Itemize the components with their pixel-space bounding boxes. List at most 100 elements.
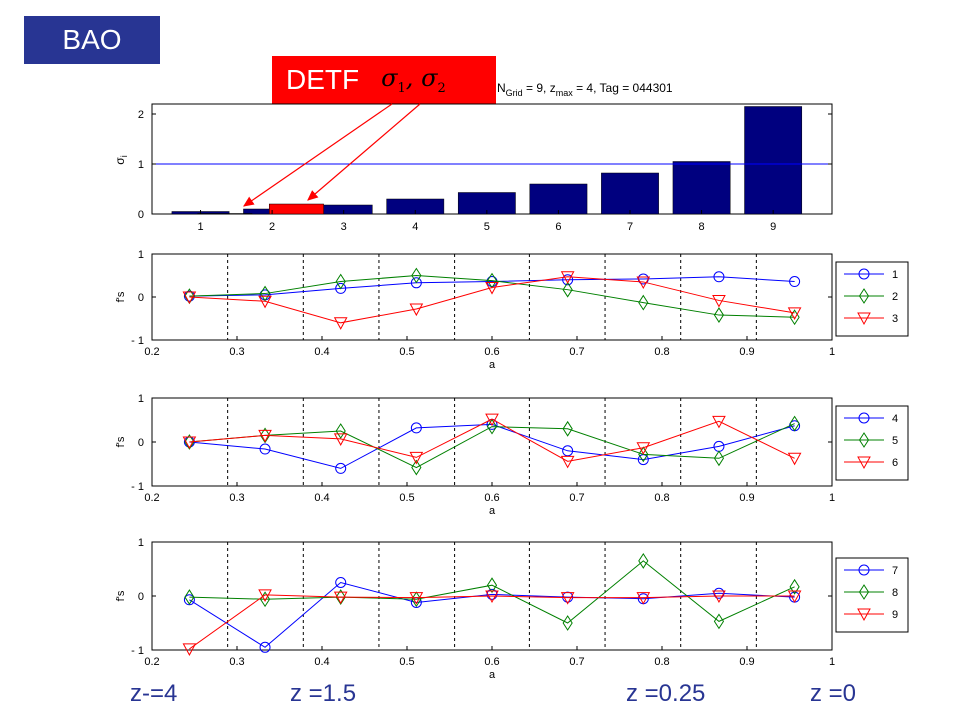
x-tick-label: 0.7 [569, 656, 584, 668]
circle-marker [335, 282, 347, 294]
diamond-marker [638, 552, 649, 569]
x-tick-label: 0.3 [229, 492, 244, 504]
legend-label: 5 [892, 435, 898, 447]
y-tick-label: 0 [138, 591, 144, 603]
triangle-marker [560, 271, 575, 284]
triangle-marker [636, 592, 651, 605]
x-tick-label: 5 [484, 221, 490, 233]
z-label-4: z =0 [810, 680, 857, 707]
y-tick-label: 1 [138, 393, 144, 405]
x-tick-label: 0.9 [739, 346, 754, 358]
z-label-3: z =0.25 [626, 680, 706, 707]
line-plot-area [151, 253, 833, 341]
triangle-marker [560, 455, 575, 469]
legend-label: 2 [892, 291, 898, 303]
diamond-marker [562, 420, 573, 437]
circle-marker [486, 588, 498, 600]
x-tick-label: 0.4 [314, 656, 329, 668]
diamond-marker [858, 288, 870, 304]
x-tick-label: 0.6 [484, 346, 499, 358]
x-tick-label: 1 [197, 221, 203, 233]
triangle-marker [787, 452, 802, 466]
triangle-marker [409, 451, 424, 465]
y-axis-label: f's [115, 436, 127, 447]
diamond-marker [789, 309, 800, 326]
x-tick-label: 1 [829, 492, 835, 504]
circle-marker [858, 564, 870, 576]
x-tick-label: 2 [269, 221, 275, 233]
x-tick-label: 0.2 [144, 492, 159, 504]
x-tick-label: 0.8 [654, 492, 669, 504]
circle-marker [335, 577, 347, 588]
x-tick-label: 9 [770, 221, 776, 233]
triangle-marker [409, 303, 424, 317]
y-tick-label: 1 [138, 249, 144, 261]
x-axis-label: a [489, 669, 496, 681]
diamond-marker [713, 613, 725, 630]
sigma-sub-2: 2 [437, 80, 446, 96]
y-tick-label: 0 [138, 292, 144, 304]
x-tick-label: 0.4 [314, 492, 329, 504]
triangle-marker [485, 282, 499, 295]
triangle-marker [258, 429, 272, 443]
callout-arrow-sigma2 [307, 103, 421, 201]
legend-label: 1 [892, 269, 898, 281]
x-tick-label: 0.3 [229, 346, 244, 358]
x-axis-label: a [489, 359, 496, 371]
sigma-sub-1: 1 [397, 80, 406, 96]
triangle-marker [787, 590, 802, 604]
circle-marker [858, 268, 870, 280]
x-tick-label: 6 [555, 221, 561, 233]
x-tick-label: 0.5 [399, 492, 414, 504]
x-tick-label: 0.2 [144, 346, 159, 358]
diamond-marker [184, 589, 195, 606]
detf-label: DETF [286, 64, 360, 95]
series-line [189, 581, 795, 648]
triangle-marker [333, 433, 348, 446]
triangle-marker [712, 294, 726, 308]
sigma-bar [672, 161, 731, 215]
x-tick-label: 0.5 [399, 656, 414, 668]
diamond-marker [858, 584, 870, 600]
x-tick-label: 8 [699, 221, 705, 233]
y-tick-label: - 1 [131, 335, 144, 347]
diamond-marker [789, 415, 800, 432]
x-axis-label: a [489, 505, 496, 517]
series-line [189, 276, 795, 324]
series-line [189, 560, 795, 624]
series-line [189, 423, 795, 469]
legend-label: 7 [892, 565, 898, 577]
y-tick-label: - 1 [131, 481, 144, 493]
x-tick-label: 3 [341, 221, 347, 233]
diamond-marker [858, 432, 870, 448]
triangle-marker [787, 307, 802, 320]
x-tick-label: 0.5 [399, 346, 414, 358]
x-tick-label: 0.3 [229, 656, 244, 668]
triangle-marker [333, 591, 348, 605]
callout-arrow-sigma1 [243, 103, 393, 207]
x-tick-label: 0.2 [144, 656, 159, 668]
triangle-marker [182, 643, 197, 656]
triangle-marker [182, 436, 197, 450]
z-label-1: z-=4 [130, 680, 178, 707]
x-tick-label: 1 [829, 346, 835, 358]
legend-label: 6 [892, 457, 898, 469]
series-line [189, 276, 795, 297]
triangle-marker [857, 456, 871, 470]
diamond-marker [562, 281, 573, 298]
circle-marker [858, 412, 870, 424]
x-tick-label: 0.4 [314, 346, 329, 358]
triangle-marker [485, 590, 499, 604]
y-axis-label: f's [115, 291, 127, 302]
z-label-2: z =1.5 [290, 680, 357, 707]
x-tick-label: 7 [627, 221, 633, 233]
sigma-highlight-bar [268, 203, 324, 215]
sigma-symbol-1: σ [381, 64, 398, 93]
diamond-marker [335, 273, 346, 290]
triangle-marker [636, 442, 651, 455]
diamond-marker [638, 446, 649, 463]
bar-y-label: σi [113, 155, 129, 164]
x-tick-label: 0.6 [484, 656, 499, 668]
x-tick-label: 0.8 [654, 346, 669, 358]
